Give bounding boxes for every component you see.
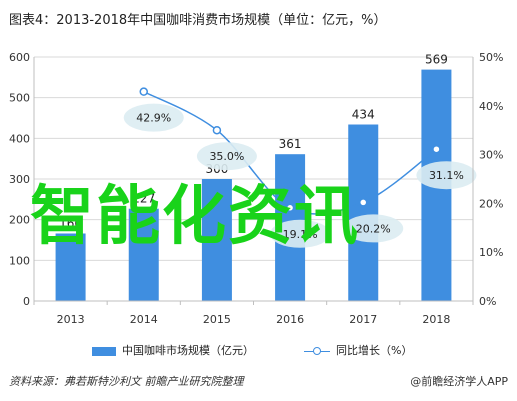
- growth-line-series: 42.9% 35.0% 19.1% 20.2% 31.1%: [123, 87, 477, 248]
- bar: [55, 233, 86, 301]
- bar: [348, 124, 379, 301]
- bar-value-label: 166: [59, 216, 82, 230]
- x-tick-label: 2018: [422, 313, 450, 326]
- y-left-tick-label: 100: [9, 254, 30, 267]
- legend-item-market-size: 中国咖啡市场规模（亿元）: [92, 342, 254, 358]
- y-left-tick-label: 0: [23, 295, 30, 308]
- axes: 0 100 200 300 400 500 600 0% 10% 20% 30% 40% 50% 2013…: [9, 51, 503, 326]
- growth-value-label: 42.9%: [136, 112, 171, 125]
- legend-item-growth: 同比增长（%）: [304, 342, 412, 358]
- growth-label-bubble: [123, 103, 184, 132]
- legend-bar-swatch: [92, 346, 116, 356]
- x-tick-label: 2017: [349, 313, 377, 326]
- growth-value-label: 19.1%: [283, 228, 318, 241]
- legend: 中国咖啡市场规模（亿元） 同比增长（%）: [0, 342, 517, 358]
- growth-label-bubble: [270, 219, 331, 248]
- growth-label-bubble: [416, 161, 477, 190]
- chart-title: 图表4：2013-2018年中国咖啡消费市场规模（单位：亿元，%）: [9, 13, 387, 28]
- y-right-tick-label: 20%: [479, 197, 503, 210]
- growth-label-bubble: [196, 142, 257, 171]
- growth-value-label: 35.0%: [209, 150, 244, 163]
- y-left-tick-label: 400: [9, 132, 30, 145]
- y-right-tick-label: 30%: [479, 149, 503, 162]
- legend-line-swatch: [304, 346, 330, 356]
- growth-label-bubble: [343, 214, 404, 243]
- growth-point: [139, 87, 148, 96]
- y-right-tick-label: 0%: [479, 295, 496, 308]
- x-tick-label: 2015: [203, 313, 231, 326]
- brand-credit: @前瞻经济学人APP: [410, 375, 508, 388]
- bar-value-label: 361: [279, 137, 302, 151]
- source-note: 资料来源：弗若斯特沙利文 前瞻产业研究院整理: [9, 375, 244, 388]
- y-right-tick-label: 40%: [479, 100, 503, 113]
- bar-value-label: 434: [352, 108, 375, 122]
- growth-point: [285, 203, 295, 213]
- growth-point: [359, 198, 368, 207]
- y-left-tick-label: 200: [9, 214, 30, 227]
- x-tick-label: 2014: [130, 313, 158, 326]
- growth-value-label: 31.1%: [429, 169, 464, 182]
- growth-point: [432, 144, 441, 154]
- bar: [201, 179, 232, 301]
- bar-value-label: 227: [132, 192, 155, 206]
- bar: [128, 208, 159, 301]
- growth-point: [212, 125, 222, 135]
- bar-value-label: 569: [425, 53, 448, 67]
- y-left-tick-label: 600: [9, 51, 30, 64]
- x-tick-label: 2016: [276, 313, 304, 326]
- legend-label-market-size: 中国咖啡市场规模（亿元）: [122, 344, 254, 357]
- watermark-overlay-text: 智能化资讯: [30, 180, 360, 254]
- x-tick-label: 2013: [57, 313, 85, 326]
- y-left-tick-label: 500: [9, 92, 30, 105]
- growth-value-label: 20.2%: [356, 222, 391, 235]
- y-left-tick-label: 300: [9, 173, 30, 186]
- y-right-tick-label: 50%: [479, 51, 503, 64]
- y-right-tick-label: 10%: [479, 246, 503, 259]
- legend-label-growth: 同比增长（%）: [336, 344, 413, 357]
